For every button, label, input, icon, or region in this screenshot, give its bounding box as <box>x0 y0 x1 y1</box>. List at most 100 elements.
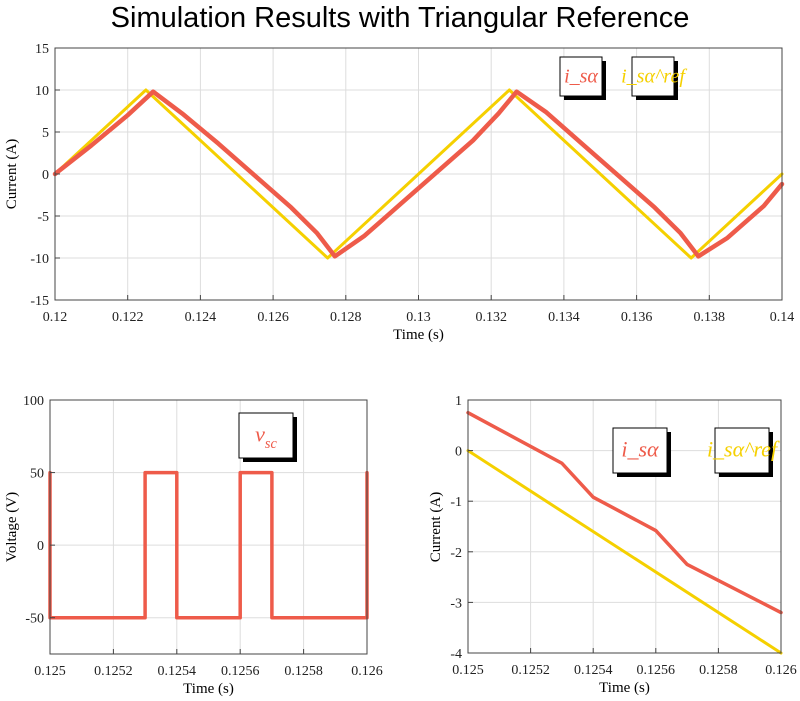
x-tick-label: 0.1256 <box>221 664 260 679</box>
y-tick-label: 0 <box>455 445 462 460</box>
y-tick-label: -50 <box>25 612 44 627</box>
data-point <box>436 171 438 173</box>
legend-label: i_sα <box>621 437 659 462</box>
data-point <box>592 496 594 498</box>
data-point <box>655 529 657 532</box>
x-axis-label: Time (s) <box>393 327 444 343</box>
data-point <box>176 617 178 619</box>
series-line <box>53 88 784 260</box>
y-axis-label: Current (A) <box>428 492 444 562</box>
x-axis-label: Time (s) <box>183 681 234 697</box>
legend-box <box>631 56 675 97</box>
y-tick-label: -4 <box>450 647 462 662</box>
data-point <box>399 203 401 205</box>
x-tick-label: 0.1258 <box>699 663 738 678</box>
data-point <box>334 255 336 257</box>
x-tick-label: 0.12 <box>43 310 68 325</box>
legend-label: i_sα^ref <box>621 66 687 88</box>
y-tick-label: 50 <box>30 467 44 482</box>
series-line <box>466 449 783 655</box>
y-axis-label: Voltage (V) <box>4 492 20 562</box>
data-point <box>472 139 474 141</box>
data-point <box>90 144 92 147</box>
x-tick-label: 0.126 <box>257 310 289 325</box>
data-point <box>679 232 681 234</box>
x-tick-label: 0.1254 <box>158 664 197 679</box>
x-tick-label: 0.125 <box>452 663 484 678</box>
y-tick-label: 0 <box>37 539 44 554</box>
legend-box <box>238 412 294 459</box>
x-tick-label: 0.13 <box>406 310 431 325</box>
legend-box <box>559 56 603 97</box>
plot-frame <box>49 399 368 655</box>
legend-entry: vsc <box>238 412 297 462</box>
y-tick-label: 15 <box>35 42 49 57</box>
x-tick-label: 0.136 <box>621 310 653 325</box>
data-point <box>152 91 154 93</box>
data-point <box>316 232 318 234</box>
data-point <box>686 563 688 566</box>
data-point <box>581 143 583 145</box>
x-tick-label: 0.134 <box>548 310 580 325</box>
data-point <box>271 617 273 619</box>
y-axis-label: Current (A) <box>4 139 20 209</box>
y-tick-label: -3 <box>450 596 462 611</box>
legend-box <box>714 427 770 474</box>
data-point <box>239 471 241 474</box>
x-tick-label: 0.122 <box>112 310 144 325</box>
x-tick-label: 0.1258 <box>284 664 323 679</box>
x-tick-label: 0.126 <box>351 664 383 679</box>
data-point <box>763 205 765 207</box>
y-tick-label: 10 <box>35 84 49 99</box>
y-tick-label: -1 <box>450 495 462 510</box>
x-tick-label: 0.1252 <box>511 663 550 678</box>
data-point <box>290 207 292 209</box>
data-point <box>327 257 329 259</box>
data-point <box>508 89 510 91</box>
data-point <box>271 471 273 474</box>
figure-title: Simulation Results with Triangular Refer… <box>110 2 690 34</box>
x-tick-label: 0.14 <box>770 310 795 325</box>
x-tick-label: 0.132 <box>475 310 507 325</box>
data-point <box>690 257 692 259</box>
x-tick-label: 0.1254 <box>574 663 613 678</box>
data-point <box>726 237 729 239</box>
y-tick-label: 5 <box>42 126 49 141</box>
y-tick-label: -5 <box>37 210 49 225</box>
legend-label: i_sα <box>564 66 598 88</box>
chart-panel-3: 0.125 0.1252 0.1254 0.1256 0.1258 0.126 1 0 -1 -2… <box>428 394 797 696</box>
x-tick-label: 0.1252 <box>94 664 133 679</box>
data-point <box>127 114 129 116</box>
data-point <box>144 471 146 474</box>
data-point <box>697 255 699 257</box>
chart-panel-2: 0.125 0.1252 0.1254 0.1256 0.1258 0.126 100 50 0… <box>4 394 383 697</box>
x-tick-label: 0.124 <box>185 310 217 325</box>
data-point <box>176 471 178 474</box>
y-tick-label: 0 <box>42 168 49 183</box>
x-tick-label: 0.1256 <box>637 663 676 678</box>
chart-panel-1: 0.12 0.122 0.124 0.126 0.128 0.13 0.132 0.134 0.… <box>4 42 794 343</box>
data-point <box>654 207 656 209</box>
legend-entry: i_sα^ref <box>621 56 687 100</box>
legend-entry: i_sα <box>559 56 606 100</box>
data-point <box>145 89 147 91</box>
y-tick-label: 100 <box>23 394 44 409</box>
legend-box <box>612 427 668 474</box>
data-point <box>561 462 563 464</box>
data-point <box>497 112 500 115</box>
series-line <box>48 470 369 620</box>
x-tick-label: 0.125 <box>34 664 66 679</box>
data-point <box>144 617 146 619</box>
data-point <box>181 112 183 115</box>
data-point <box>239 617 241 619</box>
series-line <box>466 410 783 615</box>
legend-label: i_sα^ref <box>707 437 780 462</box>
plot-frame <box>467 399 782 654</box>
y-tick-label: -10 <box>30 252 49 267</box>
data-point <box>254 175 256 177</box>
data-point <box>545 111 547 113</box>
legend-entry: i_sα^ref <box>707 427 780 477</box>
x-tick-label: 0.126 <box>765 663 797 678</box>
legend-entry: i_sα <box>612 427 671 477</box>
